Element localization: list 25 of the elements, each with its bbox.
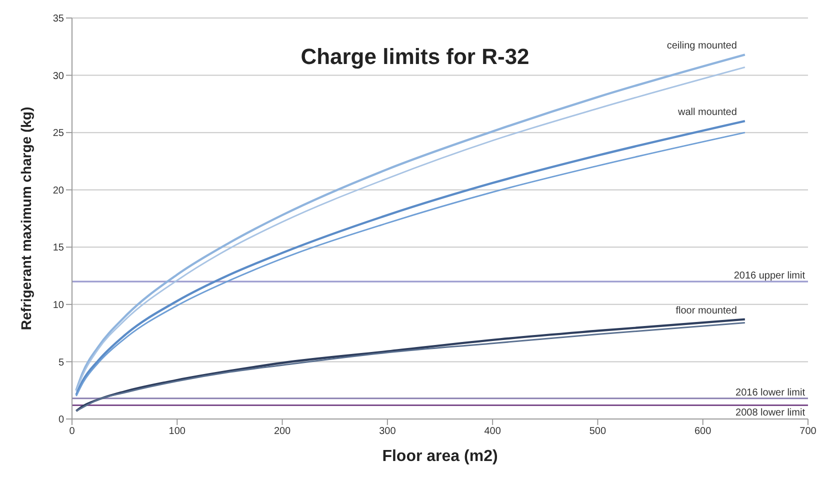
y-tick-label: 30: [52, 70, 64, 82]
y-tick-label: 15: [52, 242, 64, 254]
x-tick-label: 500: [589, 426, 606, 438]
series-label: ceiling mounted: [666, 40, 737, 52]
y-tick-label: 10: [52, 300, 64, 311]
x-tick-label: 300: [379, 426, 396, 438]
ref-line-label: 2016 lower limit: [736, 387, 806, 398]
text: Charge limits for R-32: [300, 44, 530, 69]
series-label: wall mounted: [676, 107, 737, 118]
y-tick-label: 0: [58, 414, 64, 426]
y-tick-label: 5: [58, 357, 64, 368]
x-tick-label: 400: [484, 426, 502, 438]
ref-line-label: 2008 lower limit: [736, 407, 806, 418]
x-tick-label: 0: [69, 426, 76, 438]
y-axis-title: Refrigerant maximum charge (kg): [18, 106, 34, 330]
y-tick-label: 35: [52, 14, 64, 25]
x-tick-label: 200: [274, 426, 292, 438]
y-tick-label: 20: [52, 185, 64, 196]
x-tick-label: 100: [168, 426, 186, 438]
series-label: floor mounted: [676, 305, 737, 316]
y-tick-label: 25: [52, 128, 64, 140]
x-tick-label: 600: [694, 426, 712, 438]
ref-line-label: 2016 upper limit: [734, 270, 806, 282]
x-tick-label: 700: [800, 426, 817, 438]
x-axis-title: Floor area (m2): [382, 448, 498, 465]
